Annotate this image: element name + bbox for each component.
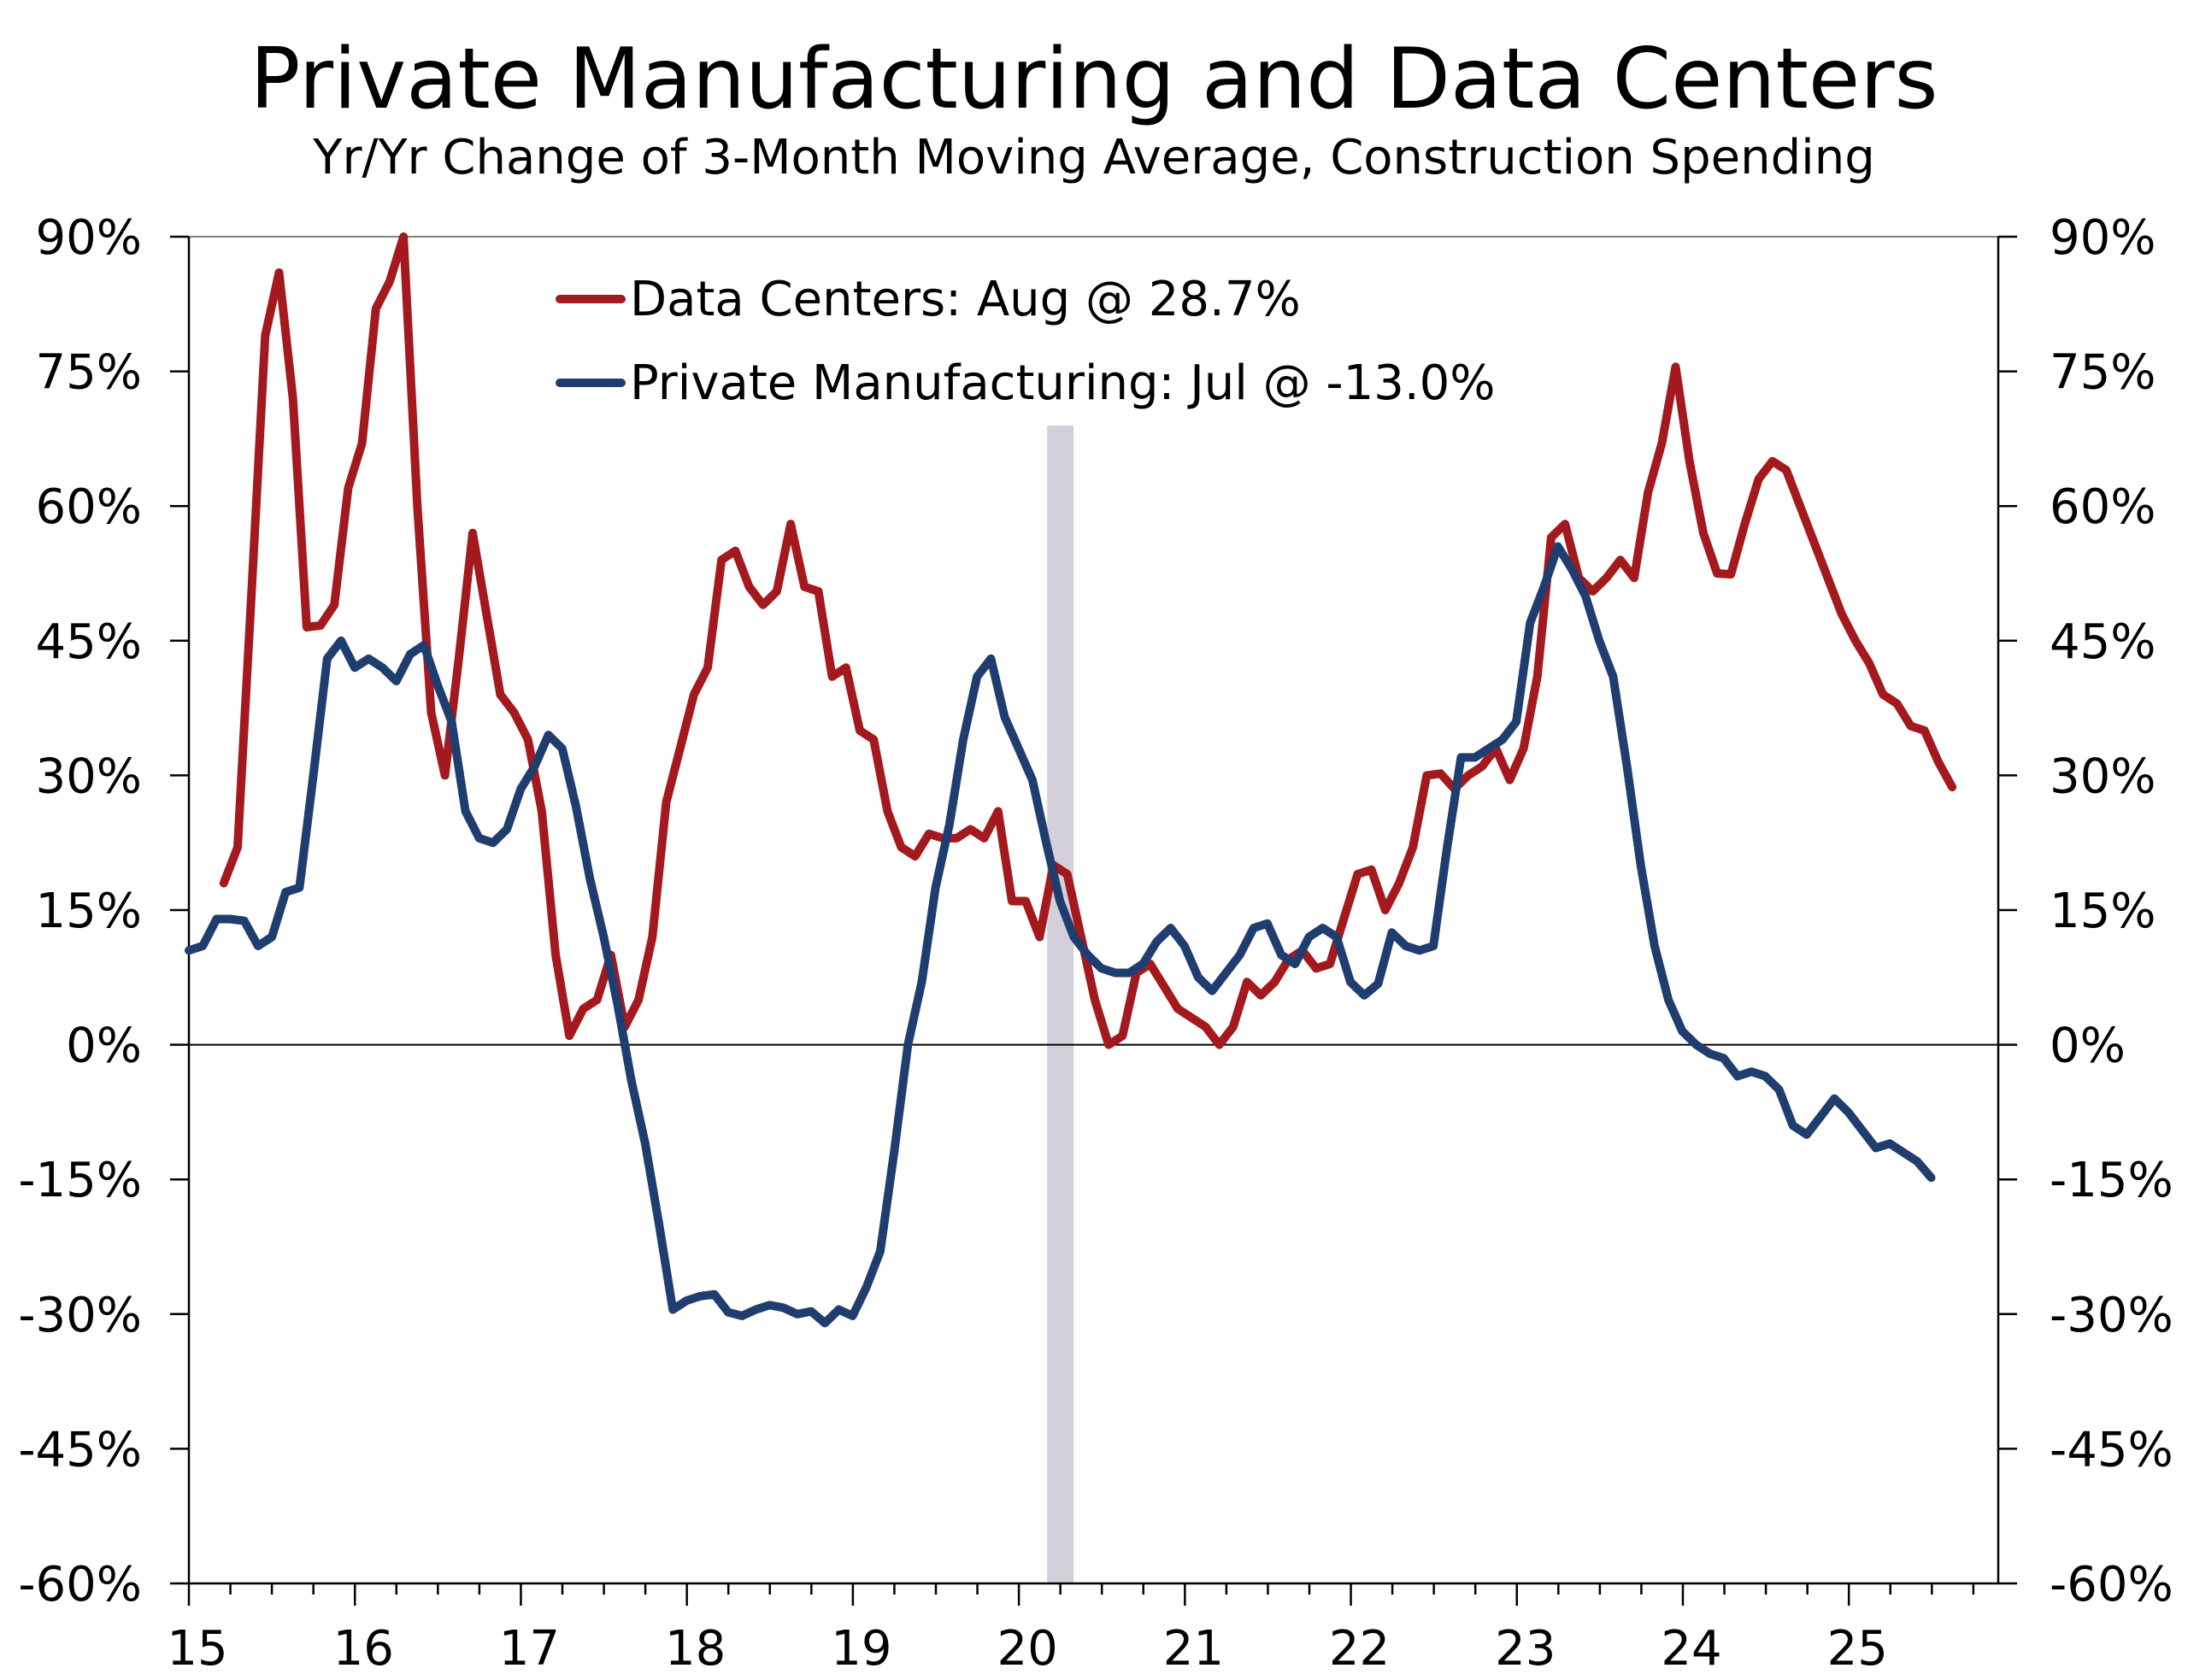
x-tick-label: 24 — [1661, 1621, 1721, 1677]
y-tick-label-left: -60% — [18, 1557, 142, 1612]
x-tick-label: 17 — [499, 1621, 560, 1677]
y-tick-label-left: 0% — [66, 1019, 142, 1074]
axes-layer: 90% 90% 75% 75% 60% 60% 45% 45% 30% 30% 15% 15% 0% 0%… — [18, 210, 2173, 1677]
y-tick-label-left: -15% — [18, 1153, 142, 1208]
y-tick-label-left: -30% — [18, 1288, 142, 1343]
chart-subtitle: Yr/Yr Change of 3-Month Moving Average, … — [313, 130, 1875, 185]
y-tick-label-right: -15% — [2050, 1153, 2173, 1208]
y-tick-label-left: 15% — [36, 884, 142, 939]
x-tick-label: 21 — [1163, 1621, 1224, 1677]
chart-title: Private Manufacturing and Data Centers — [250, 31, 1938, 128]
x-tick-label: 25 — [1827, 1621, 1888, 1677]
series-line-data-centers — [219, 232, 1957, 1049]
recession-shading-layer — [1047, 425, 1074, 1583]
y-tick-label-right: 15% — [2050, 884, 2156, 939]
y-tick-label-right: 0% — [2050, 1019, 2126, 1074]
x-tick-label: 16 — [333, 1621, 394, 1677]
legend-label-data-centers: Data Centers: Aug @ 28.7% — [630, 272, 1301, 327]
y-tick-label-left: 90% — [36, 210, 142, 266]
legend-background — [466, 256, 1650, 426]
series-line-private-manufacturing — [185, 542, 1936, 1328]
y-tick-label-right: 90% — [2050, 210, 2156, 266]
series-lines-layer — [185, 232, 1957, 1328]
y-tick-label-right: 30% — [2050, 749, 2156, 804]
y-tick-label-right: 60% — [2050, 479, 2156, 535]
recession-shading-bar — [1047, 425, 1074, 1583]
x-tick-label: 20 — [997, 1621, 1057, 1677]
y-tick-label-right: 75% — [2050, 345, 2156, 401]
x-tick-label: 19 — [831, 1621, 891, 1677]
x-tick-label: 18 — [665, 1621, 726, 1677]
x-tick-label: 22 — [1329, 1621, 1390, 1677]
y-tick-label-left: 60% — [36, 479, 142, 535]
x-tick-label: 15 — [167, 1621, 227, 1677]
y-tick-label-right: 45% — [2050, 614, 2156, 670]
y-tick-label-right: -45% — [2050, 1422, 2173, 1477]
legend: Data Centers: Aug @ 28.7% Private Manufa… — [466, 256, 1650, 426]
y-tick-label-left: 45% — [36, 614, 142, 670]
x-tick-label: 23 — [1495, 1621, 1556, 1677]
y-tick-label-left: 75% — [36, 345, 142, 401]
legend-label-private-manufacturing: Private Manufacturing: Jul @ -13.0% — [630, 355, 1495, 411]
y-tick-label-right: -60% — [2050, 1557, 2173, 1612]
y-tick-label-left: -45% — [18, 1422, 142, 1477]
y-tick-label-right: -30% — [2050, 1288, 2173, 1343]
y-tick-label-left: 30% — [36, 749, 142, 804]
